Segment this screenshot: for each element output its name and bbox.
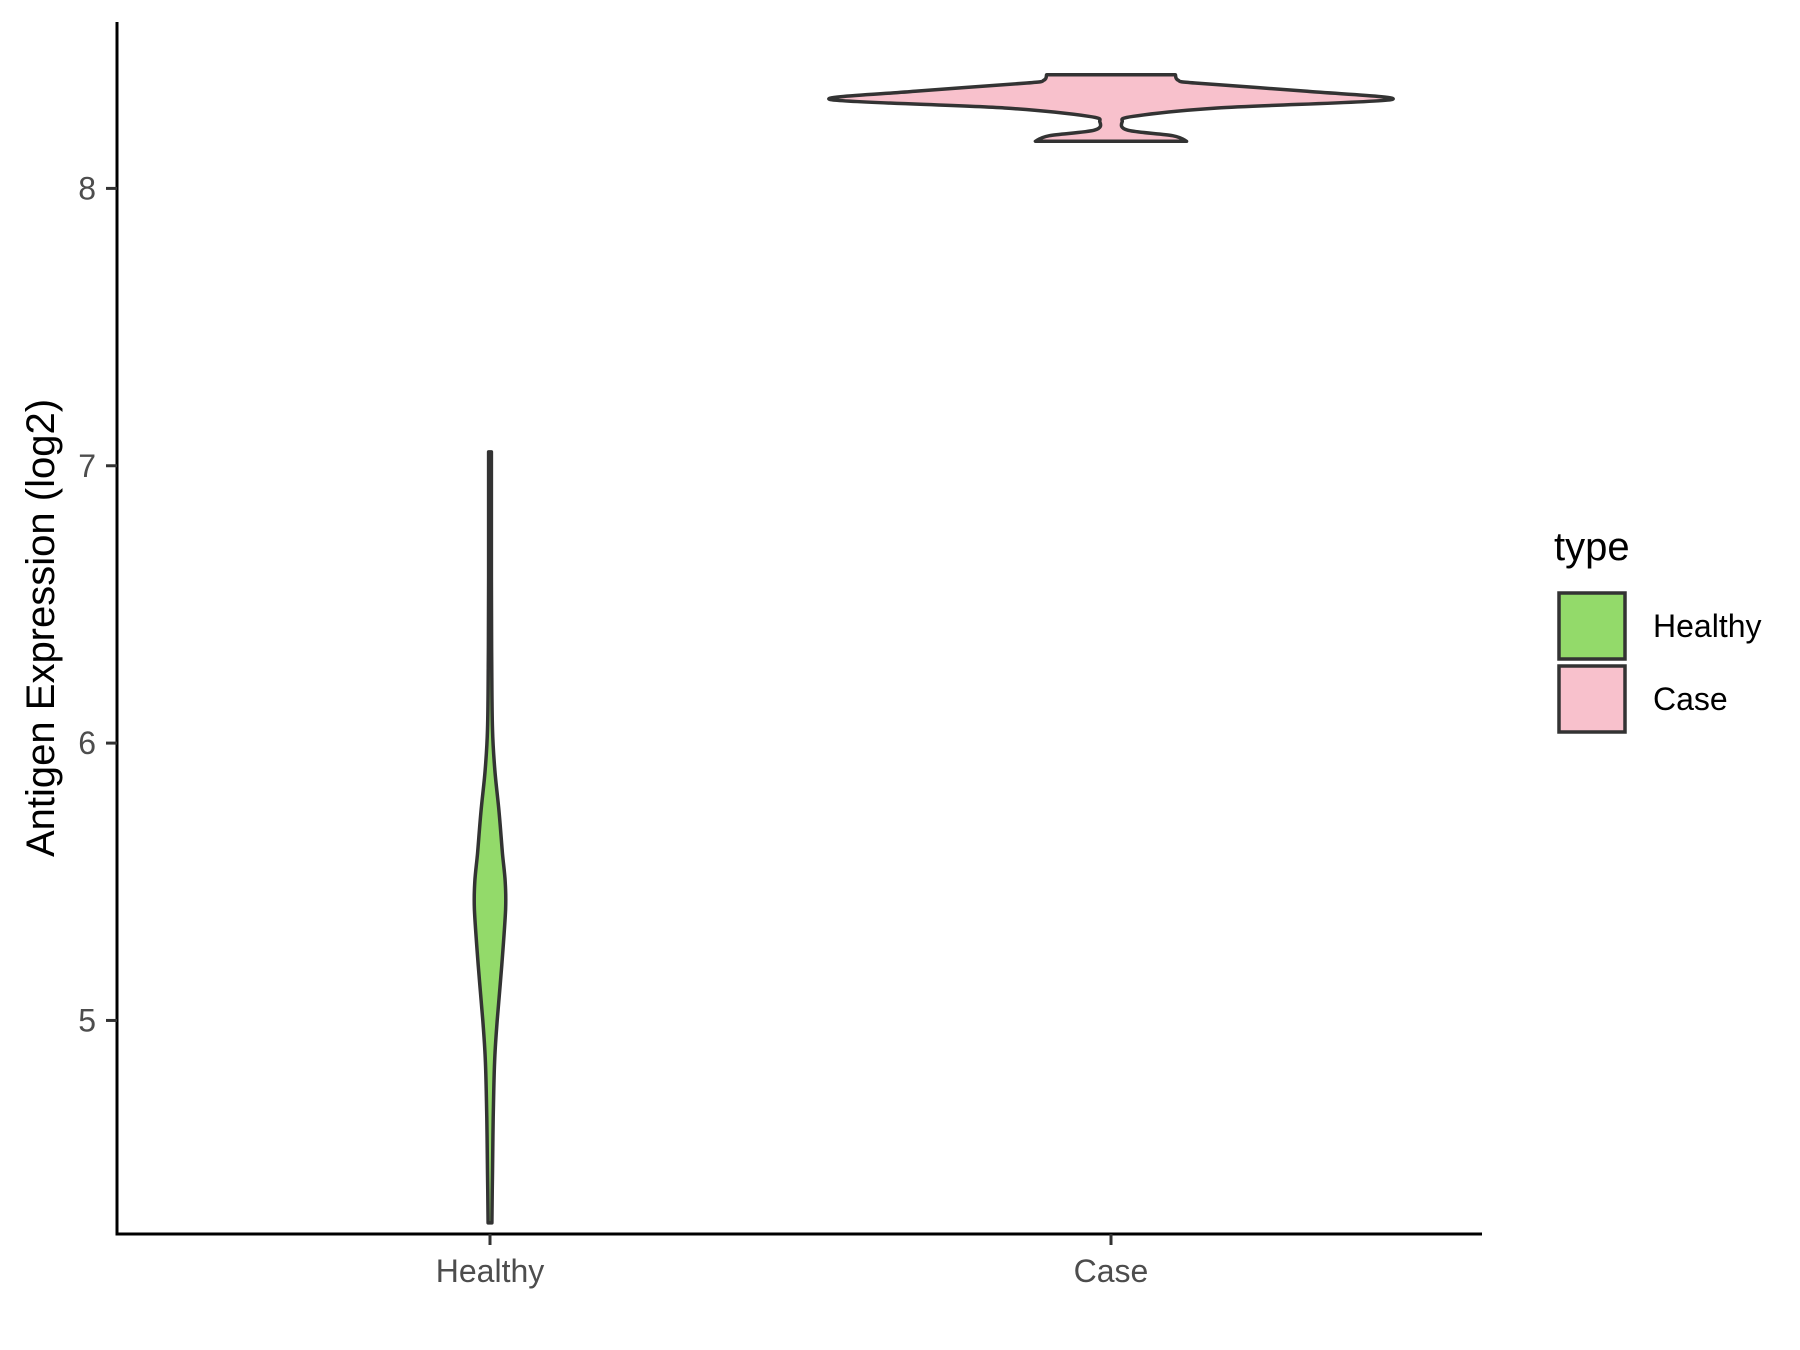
- y-tick-label: 8: [78, 170, 96, 206]
- legend-items: Healthy Case: [1557, 591, 1762, 734]
- y-tick-label: 6: [78, 725, 96, 761]
- y-tick-label: 5: [78, 1002, 96, 1038]
- violin-healthy: [472, 450, 508, 1225]
- y-tick-label: 7: [78, 448, 96, 484]
- legend-key-healthy: [1557, 591, 1627, 661]
- legend-title: type: [1554, 525, 1630, 569]
- legend-label-case: Case: [1653, 681, 1728, 717]
- x-tick-label: Healthy: [436, 1253, 545, 1289]
- legend-label-healthy: Healthy: [1653, 608, 1762, 644]
- x-tick-label: Case: [1074, 1253, 1149, 1289]
- legend: type Healthy Case: [1554, 525, 1762, 734]
- legend-key-case: [1557, 664, 1627, 734]
- y-axis-ticks: 5 6 7 8: [78, 170, 117, 1038]
- x-axis-ticks: Healthy Case: [436, 1234, 1149, 1289]
- violin-case: [827, 72, 1395, 144]
- y-axis-title: Antigen Expression (log2): [19, 399, 63, 857]
- violins: [472, 72, 1395, 1225]
